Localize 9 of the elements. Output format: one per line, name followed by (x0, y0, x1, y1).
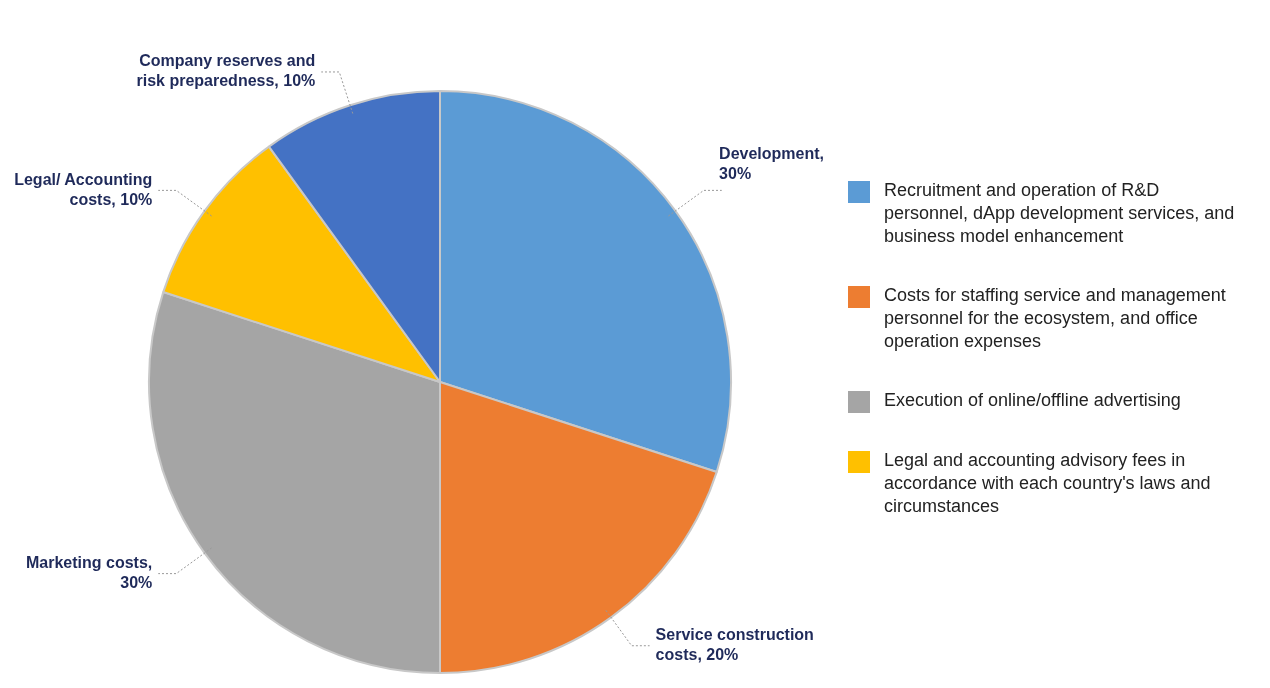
data-label: Marketing costs, 30% (25, 554, 153, 592)
data-label: Company reserves and risk preparedness, 10% (136, 52, 316, 90)
legend-label: Legal and accounting advisory fees in accordance with each country's laws and circumstances (884, 448, 1212, 518)
data-label: Legal/ Accounting costs, 10% (14, 170, 153, 208)
legend-label: Recruitment and operation of R&D personnel, dApp development services, and business model enhancement (884, 178, 1236, 248)
data-label: Development, 30% (719, 144, 825, 182)
legend-label: Execution of online/offline advertising (884, 388, 1181, 412)
legend-label: Costs for staffing service and management personnel for the ecosystem, and office operation expenses (884, 283, 1227, 353)
data-label: Service construction costs, 20% (655, 626, 814, 664)
